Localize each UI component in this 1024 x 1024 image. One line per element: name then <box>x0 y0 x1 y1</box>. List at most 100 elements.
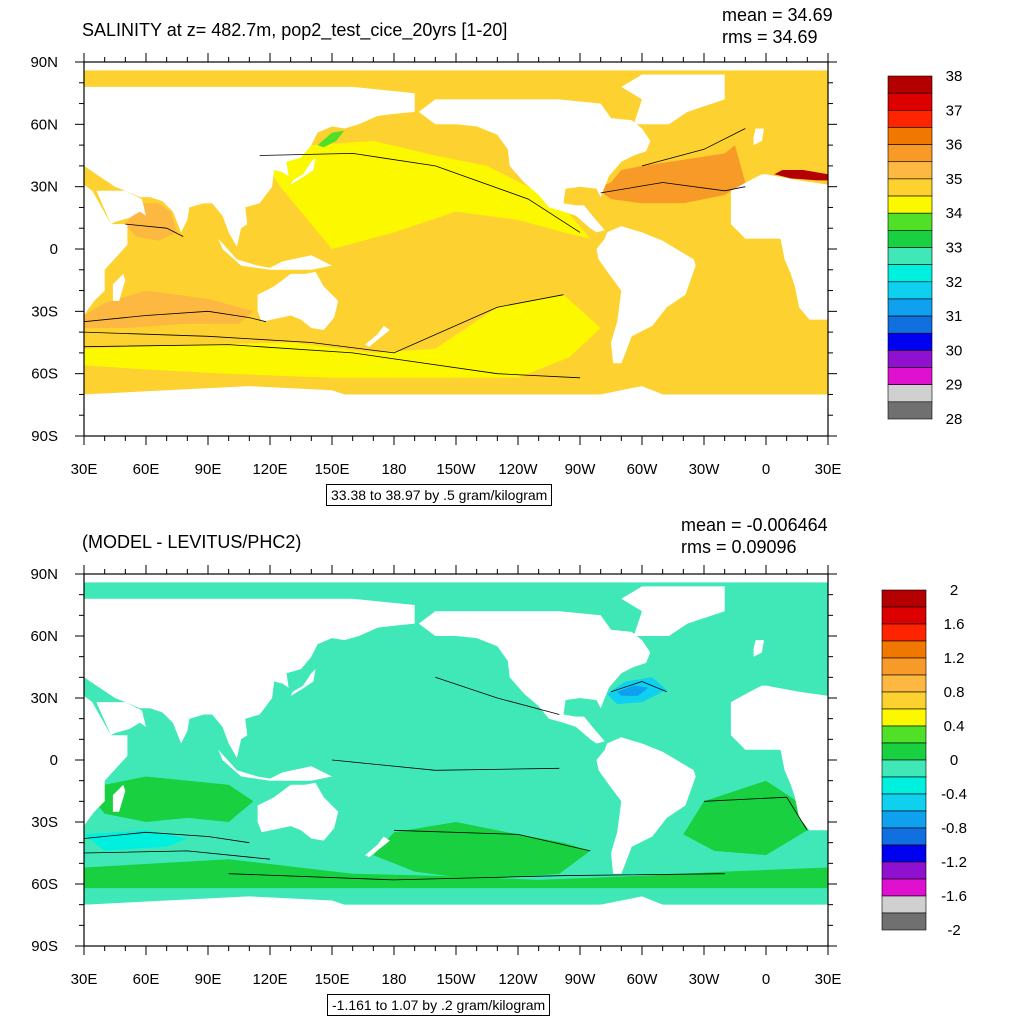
contour-line <box>703 796 808 831</box>
colorbar-swatch <box>881 878 927 897</box>
land-new_zealand <box>365 836 390 858</box>
panel1-title: SALINITY at z= 482.7m, pop2_test_cice_20… <box>82 20 508 40</box>
x-tick-label: 30W <box>689 971 721 988</box>
x-tick-label: 30E <box>71 971 98 988</box>
panel2-rms: rms = 0.09096 <box>681 537 797 557</box>
contour-line <box>259 152 581 233</box>
land-antarctica <box>84 386 828 436</box>
region-arabian_sea <box>125 203 177 241</box>
y-tick-label: 0 <box>50 241 58 258</box>
colorbar-label: 38 <box>946 68 963 85</box>
colorbar-label: -2 <box>947 922 960 939</box>
region-southern_positive <box>84 859 828 889</box>
colorbar-label: 0 <box>950 752 958 769</box>
land-japan <box>290 669 316 696</box>
land-australia <box>257 271 339 330</box>
colorbar-swatch <box>881 589 927 608</box>
x-tick-label: 150E <box>314 461 349 478</box>
colorbar-swatch <box>887 110 933 128</box>
x-tick-label: 30E <box>815 461 842 478</box>
y-tick-label: 60N <box>30 116 58 133</box>
region-south_indian <box>84 290 254 328</box>
panel1-range-label: 33.38 to 38.97 by .5 gram/kilogram <box>326 484 553 506</box>
land-arabia_india_fill <box>96 702 146 736</box>
x-tick-label: 120W <box>498 971 538 988</box>
colorbar-swatch <box>887 230 933 248</box>
x-tick-label: 150W <box>436 461 476 478</box>
colorbar-swatch <box>881 844 927 863</box>
colorbar-swatch <box>881 657 927 676</box>
land-australia <box>257 782 339 841</box>
land-south_america <box>596 226 696 364</box>
contour-line <box>83 831 250 844</box>
colorbar-label: 37 <box>946 102 963 119</box>
land-arabia_india_fill <box>96 190 146 225</box>
colorbar-label: 32 <box>946 274 963 291</box>
contour-line <box>83 344 581 379</box>
colorbar-label: 0.8 <box>944 684 965 701</box>
y-tick-label: 90S <box>31 938 58 955</box>
land-uk <box>753 128 764 146</box>
x-tick-label: 0 <box>762 971 770 988</box>
colorbar-swatch <box>887 332 933 351</box>
y-tick-label: 60S <box>31 876 58 893</box>
region-north_atlantic <box>596 145 746 204</box>
land-greenland <box>621 74 725 125</box>
land-eurasia <box>84 598 415 758</box>
land-south_america <box>596 737 696 874</box>
colorbar-swatch <box>881 725 927 744</box>
x-tick-label: 60W <box>627 461 659 478</box>
x-tick-label: 60E <box>133 971 160 988</box>
x-tick-label: 90E <box>195 461 222 478</box>
land-new_zealand <box>365 325 390 347</box>
land-africa_west <box>730 685 828 831</box>
x-tick-label: 150W <box>436 971 476 988</box>
region-okhotsk <box>317 130 345 148</box>
land-indonesia <box>218 749 332 781</box>
land-madagascar <box>112 273 126 301</box>
x-tick-label: 90W <box>565 971 597 988</box>
land-arctic_cap <box>84 62 828 71</box>
contour-line <box>600 182 746 194</box>
y-tick-label: 60N <box>30 628 58 645</box>
colorbar-label: 33 <box>946 240 963 257</box>
x-tick-label: 120W <box>498 461 538 478</box>
colorbar-swatch <box>881 827 927 846</box>
x-tick-label: 180 <box>381 461 406 478</box>
y-tick-label: 90N <box>30 54 58 71</box>
x-tick-label: 30E <box>71 461 98 478</box>
colorbar-swatch <box>881 912 927 931</box>
y-tick-label: 90S <box>31 428 58 445</box>
x-tick-label: 120E <box>252 461 287 478</box>
region-indian_positive <box>84 776 254 822</box>
colorbar-swatch <box>881 759 927 778</box>
y-tick-label: 60S <box>31 366 58 383</box>
land-greenland <box>621 586 725 636</box>
colorbar-swatch <box>887 92 933 111</box>
land-africa_east <box>84 695 128 827</box>
colorbar-swatch <box>887 401 933 420</box>
colorbar-swatch <box>881 691 927 710</box>
land-africa_west <box>730 174 828 320</box>
colorbar-label: 28 <box>946 411 963 428</box>
colorbar-label: 2 <box>950 582 958 599</box>
contour-line <box>393 829 591 852</box>
colorbar-swatch <box>887 367 933 385</box>
x-tick-label: 90W <box>565 461 597 478</box>
land-eurasia <box>84 86 415 247</box>
colorbar-swatch <box>881 776 927 795</box>
colorbar-swatch <box>887 75 933 94</box>
colorbar-swatch <box>887 281 933 300</box>
x-tick-label: 90E <box>195 971 222 988</box>
y-tick-label: 0 <box>50 752 58 769</box>
colorbar-label: -1.6 <box>941 888 967 905</box>
x-tick-label: 180 <box>381 971 406 988</box>
contour-line <box>435 676 560 715</box>
region-pacific_positive <box>373 822 591 880</box>
y-tick-label: 30S <box>31 814 58 831</box>
x-tick-label: 0 <box>762 461 770 478</box>
colorbar-swatch <box>881 674 927 693</box>
colorbar-swatch <box>887 127 933 145</box>
colorbar-label: 30 <box>946 342 963 359</box>
